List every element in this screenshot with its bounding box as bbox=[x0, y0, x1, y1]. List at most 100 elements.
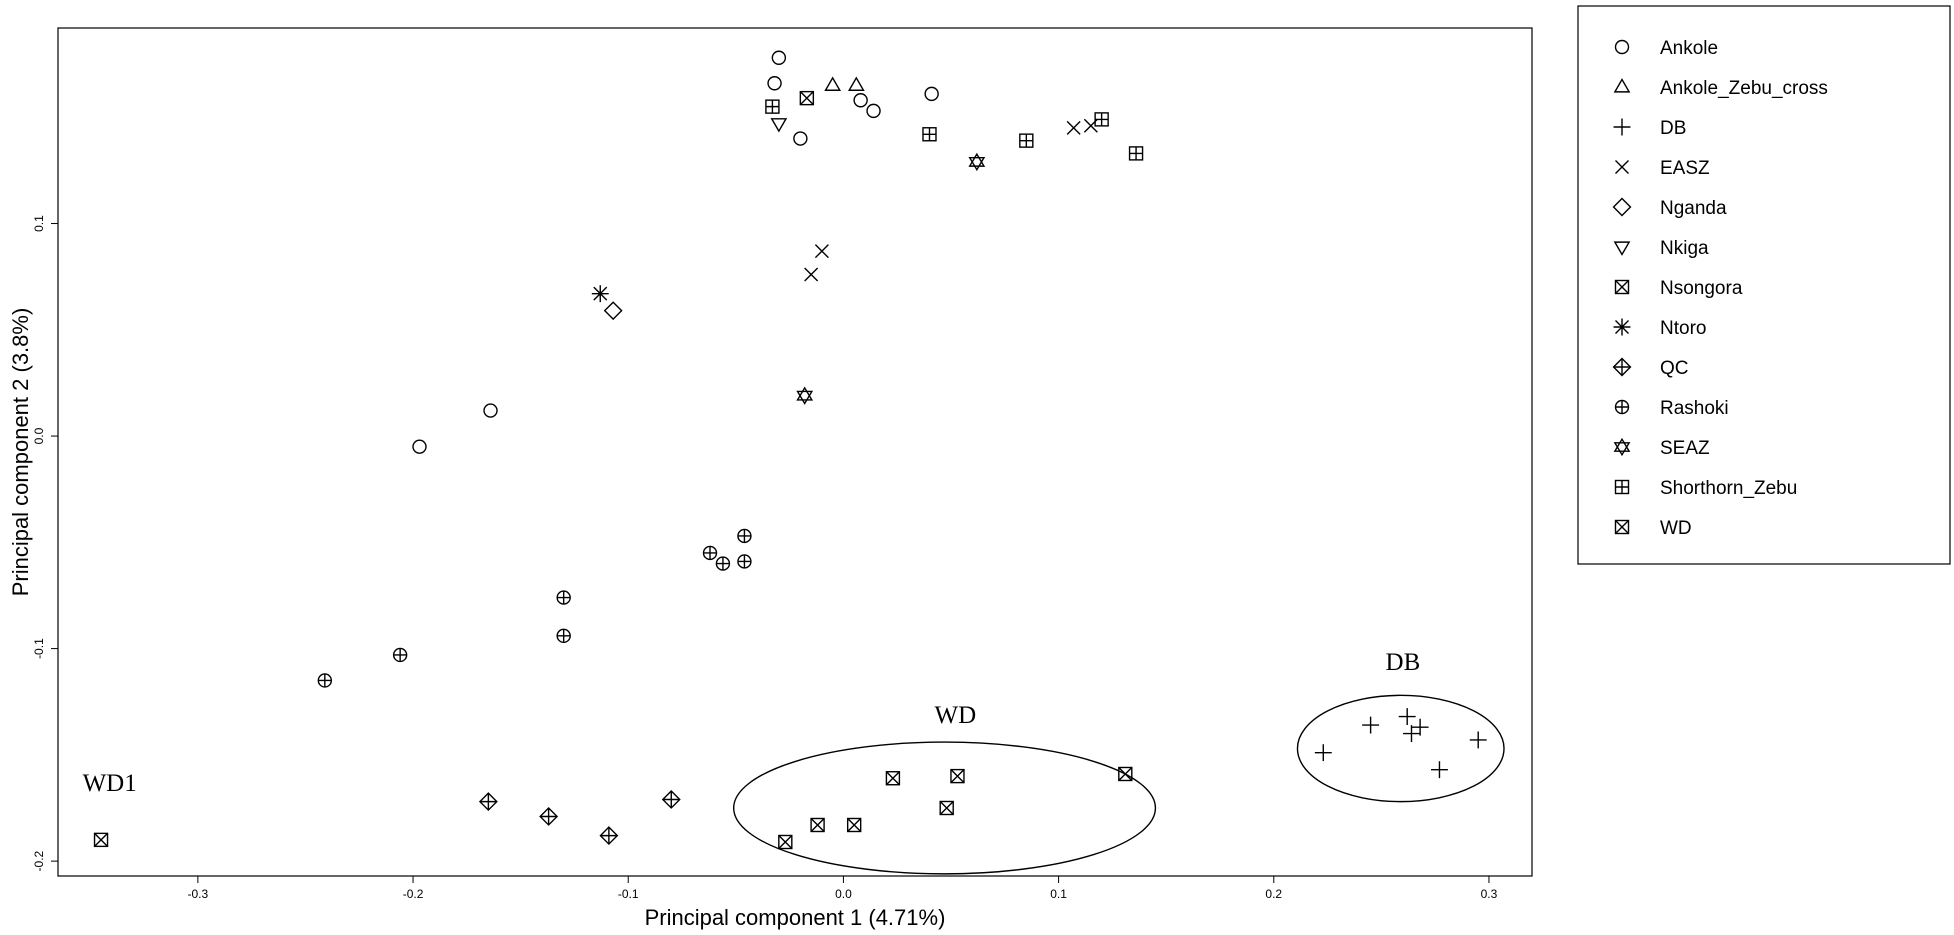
legend-marker bbox=[1612, 357, 1632, 377]
legend-marker bbox=[1614, 479, 1630, 495]
legend-marker bbox=[1614, 279, 1630, 295]
legend-item-shorthorn-zebu: Shorthorn_Zebu bbox=[1614, 478, 1797, 499]
point-shorthorn-zebu bbox=[1019, 133, 1034, 148]
series-nganda bbox=[603, 301, 623, 321]
point-rashoki bbox=[556, 628, 571, 644]
point-shorthorn-zebu bbox=[1128, 146, 1144, 161]
axes: -0.3 -0.2 -0.1 0.0 0.1 0.2 0.3 -0.2 -0.1 0.0 0.1 bbox=[32, 215, 1498, 901]
series-qc bbox=[478, 790, 681, 846]
legend-item-nkiga: Nkiga bbox=[1613, 238, 1709, 259]
legend-marker bbox=[1613, 318, 1631, 336]
annotation-db: DB bbox=[1386, 649, 1421, 676]
legend-item-wd: WD bbox=[1614, 518, 1692, 539]
legend-marker bbox=[1614, 519, 1630, 535]
point-qc bbox=[661, 790, 681, 809]
y-tick-label: 0.0 bbox=[32, 427, 46, 444]
legend-item-ntoro: Ntoro bbox=[1613, 318, 1706, 339]
point-qc bbox=[478, 792, 498, 812]
x-tick-label: -0.1 bbox=[618, 887, 639, 901]
point-easz bbox=[804, 267, 819, 282]
point-ankole bbox=[412, 439, 427, 454]
legend-label: Ntoro bbox=[1660, 318, 1706, 339]
legend-item-ankole: Ankole bbox=[1614, 38, 1718, 59]
series-rashoki bbox=[317, 528, 752, 688]
legend-label: SEAZ bbox=[1660, 438, 1710, 459]
legend-label: Ankole bbox=[1660, 38, 1718, 59]
point-wd bbox=[950, 768, 965, 784]
data-points bbox=[93, 50, 1487, 850]
legend-label: Nkiga bbox=[1660, 238, 1709, 259]
legend-label: WD bbox=[1660, 518, 1692, 539]
series-ankole-zebu-cross bbox=[824, 76, 865, 91]
point-nganda bbox=[603, 301, 623, 321]
ellipse-db bbox=[1296, 694, 1505, 803]
point-db bbox=[1431, 761, 1448, 779]
point-rashoki bbox=[392, 647, 408, 663]
series-easz bbox=[804, 118, 1098, 282]
point-ntoro bbox=[591, 285, 609, 303]
point-wd bbox=[939, 800, 954, 816]
point-easz bbox=[814, 244, 829, 259]
plot-frame bbox=[57, 27, 1533, 877]
x-tick-label: 0.3 bbox=[1481, 887, 1498, 901]
point-db bbox=[1411, 718, 1429, 736]
point-wd bbox=[93, 832, 109, 848]
point-ankole bbox=[767, 76, 782, 91]
point-ankole bbox=[793, 131, 808, 146]
point-shorthorn-zebu bbox=[922, 127, 937, 142]
x-tick-label: 0.2 bbox=[1265, 887, 1282, 901]
legend-marker bbox=[1612, 197, 1632, 217]
point-ankole-zebu-cross bbox=[847, 76, 865, 91]
series-ntoro bbox=[591, 285, 609, 303]
legend-label: Rashoki bbox=[1660, 398, 1729, 419]
legend-marker bbox=[1613, 437, 1631, 457]
cluster-annotations: DB WD WD1 bbox=[83, 649, 1421, 797]
legend-label: Nganda bbox=[1660, 198, 1727, 219]
legend-label: QC bbox=[1660, 358, 1689, 379]
legend-item-nganda: Nganda bbox=[1612, 197, 1727, 219]
point-qc bbox=[539, 807, 559, 826]
y-tick-label: -0.2 bbox=[32, 850, 46, 871]
cluster-ellipses bbox=[732, 694, 1505, 875]
point-ankole bbox=[483, 403, 498, 418]
legend-item-nsongora: Nsongora bbox=[1614, 278, 1743, 299]
point-db bbox=[1314, 744, 1332, 762]
y-tick-label: -0.1 bbox=[32, 638, 46, 659]
annotation-wd1: WD1 bbox=[83, 770, 137, 797]
series-shorthorn-zebu bbox=[765, 99, 1144, 161]
legend-item-seaz: SEAZ bbox=[1613, 437, 1710, 459]
point-wd bbox=[1118, 766, 1133, 782]
series-nkiga bbox=[770, 118, 788, 133]
y-tick-label: 0.1 bbox=[32, 215, 46, 232]
legend-box bbox=[1577, 5, 1951, 565]
legend-label: Ankole_Zebu_cross bbox=[1660, 78, 1828, 99]
y-axis-title: Principal component 2 (3.8%) bbox=[8, 308, 33, 597]
point-wd bbox=[778, 834, 793, 850]
point-ankole bbox=[771, 50, 787, 65]
point-db bbox=[1469, 731, 1487, 749]
point-db bbox=[1403, 725, 1420, 743]
point-rashoki bbox=[715, 556, 731, 571]
point-ankole bbox=[853, 93, 868, 108]
point-db bbox=[1362, 716, 1380, 734]
legend-item-ankole-zebu-cross: Ankole_Zebu_cross bbox=[1613, 78, 1828, 99]
point-shorthorn-zebu bbox=[1094, 112, 1109, 127]
x-tick-label: 0.0 bbox=[835, 887, 852, 901]
point-rashoki bbox=[737, 528, 752, 544]
legend-label: DB bbox=[1660, 118, 1686, 139]
legend-item-db: DB bbox=[1613, 118, 1686, 139]
point-nkiga bbox=[770, 118, 788, 133]
legend-label: Shorthorn_Zebu bbox=[1660, 478, 1797, 499]
point-db bbox=[1398, 708, 1416, 726]
legend-marker bbox=[1614, 39, 1630, 55]
series-ankole bbox=[412, 50, 939, 454]
point-wd bbox=[885, 771, 901, 786]
point-easz bbox=[1066, 120, 1081, 135]
legend-marker bbox=[1614, 399, 1630, 415]
legend-item-easz: EASZ bbox=[1615, 158, 1710, 179]
x-axis-title: Principal component 1 (4.71%) bbox=[645, 905, 946, 930]
point-rashoki bbox=[737, 554, 752, 569]
point-ankole bbox=[866, 103, 881, 119]
point-rashoki bbox=[702, 545, 718, 561]
